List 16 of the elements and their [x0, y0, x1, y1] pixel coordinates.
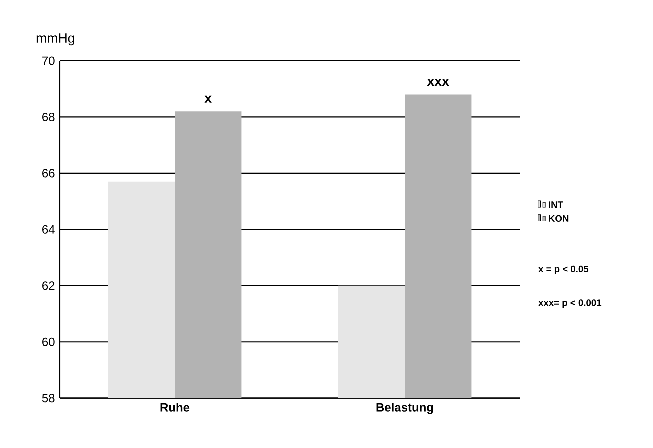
text: x = p < 0.05 [538, 266, 589, 274]
y-tick-label: 68 [42, 112, 55, 122]
y-axis-title: mmHg [36, 34, 74, 46]
y-tick-label: 66 [42, 169, 55, 178]
annotation: xxx [427, 78, 450, 86]
annotation: x [204, 96, 212, 103]
legend-label: INT [549, 202, 564, 208]
y-tick-label: 70 [42, 56, 55, 66]
y-tick-label: 58 [42, 394, 55, 402]
y-tick-label: 62 [42, 281, 55, 290]
x-tick-label: Ruhe [160, 402, 190, 412]
x-tick-label: Belastung [376, 402, 434, 414]
text: xxx= p < 0.001 [538, 300, 602, 308]
y-tick-label: 64 [42, 225, 55, 234]
legend-label: KON [549, 215, 569, 222]
y-tick-label: 60 [42, 338, 55, 346]
